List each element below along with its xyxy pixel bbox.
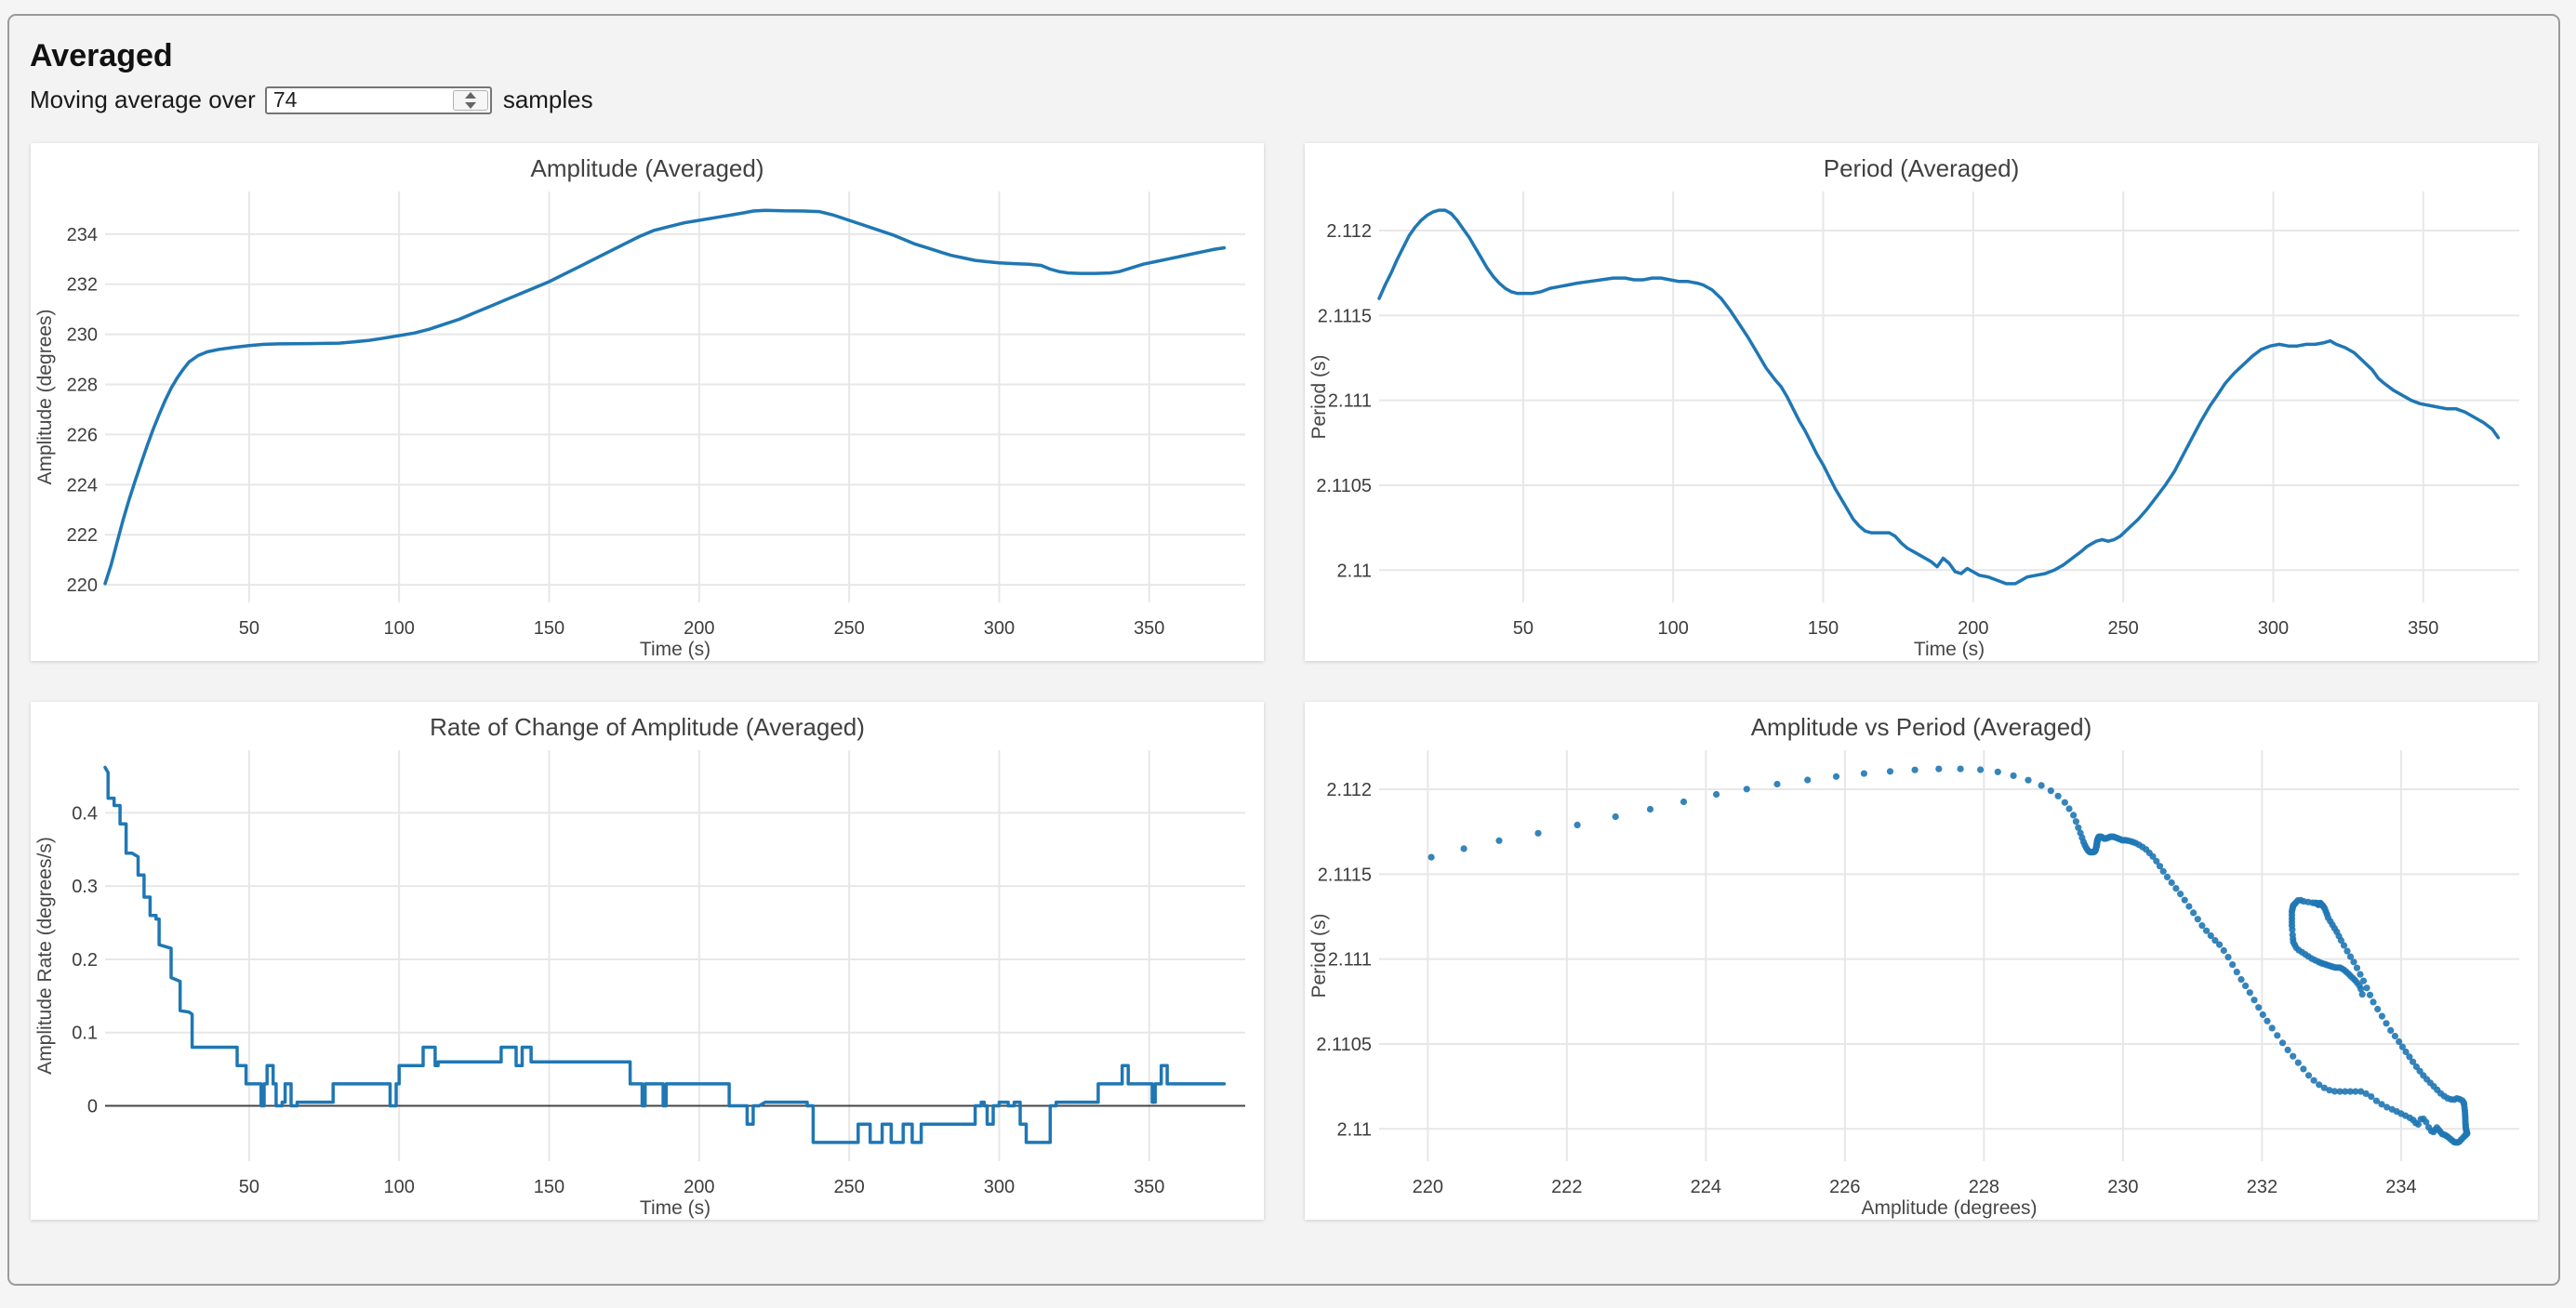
svg-text:Time (s): Time (s) [1914,639,1985,660]
svg-text:2.1115: 2.1115 [1318,865,1372,885]
svg-text:232: 232 [2247,1177,2277,1197]
page-title: Averaged [30,38,173,73]
svg-text:300: 300 [2258,618,2289,639]
svg-text:Amplitude (Averaged): Amplitude (Averaged) [531,154,764,182]
svg-text:226: 226 [1829,1177,1860,1197]
dashboard-card: Averaged Moving average over samples Amp… [7,14,2560,1286]
svg-text:222: 222 [67,525,98,546]
chevron-up-icon[interactable] [464,91,476,99]
chart-amplitude-rate-panel: Rate of Change of Amplitude (Averaged) 50… [31,702,1264,1220]
svg-text:2.11: 2.11 [1337,561,1372,581]
moving-average-label: Moving average over [30,86,256,113]
svg-text:222: 222 [1551,1177,1582,1197]
svg-text:234: 234 [2385,1177,2416,1197]
number-spinner[interactable] [452,89,488,111]
svg-text:Time (s): Time (s) [640,639,710,660]
samples-input-wrapper[interactable] [264,86,492,114]
svg-text:250: 250 [2107,618,2138,639]
chart-amplitude-panel: Amplitude (Averaged) 50 100 150 200 250 300 350… [31,143,1264,661]
svg-text:Amplitude (degrees): Amplitude (degrees) [34,309,56,484]
svg-text:2.111: 2.111 [1328,391,1372,412]
svg-text:Period (Averaged): Period (Averaged) [1824,154,2020,182]
svg-text:350: 350 [1134,618,1164,639]
svg-text:350: 350 [2408,618,2438,639]
svg-text:300: 300 [984,618,1015,639]
svg-text:Amplitude Rate (degrees/s): Amplitude Rate (degrees/s) [34,837,56,1075]
chart-period-panel: Period (Averaged) 50 100 150 200 250 300 350 2.1… [1305,143,2538,661]
svg-text:228: 228 [1969,1177,1999,1197]
svg-text:100: 100 [1657,618,1688,639]
chart-period-canvas[interactable]: Period (Averaged) 50 100 150 200 250 300 350 2.1… [1305,143,2538,661]
svg-text:220: 220 [67,575,98,596]
svg-text:150: 150 [534,618,564,639]
svg-text:Time (s): Time (s) [640,1197,710,1219]
svg-text:2.11: 2.11 [1337,1119,1372,1140]
svg-text:2.1105: 2.1105 [1316,1035,1372,1055]
svg-text:150: 150 [1808,618,1839,639]
svg-text:100: 100 [383,1177,414,1197]
svg-text:350: 350 [1134,1177,1164,1197]
svg-text:300: 300 [984,1177,1015,1197]
samples-suffix-label: samples [502,86,593,113]
svg-text:226: 226 [67,425,98,445]
svg-text:224: 224 [1691,1177,1721,1197]
svg-text:234: 234 [67,225,98,245]
svg-text:Period (s): Period (s) [1308,913,1330,998]
svg-text:200: 200 [684,618,714,639]
chart-amplitude-vs-period-panel: Amplitude vs Period (Averaged) 220 222 224 2… [1305,702,2538,1220]
svg-text:228: 228 [67,376,98,396]
svg-text:50: 50 [239,618,259,639]
svg-text:50: 50 [239,1177,259,1197]
svg-text:2.1105: 2.1105 [1316,476,1372,496]
svg-text:220: 220 [1413,1177,1443,1197]
svg-text:0.3: 0.3 [72,877,98,897]
chart-amplitude-canvas[interactable]: Amplitude (Averaged) 50 100 150 200 250 300 350… [31,143,1264,661]
svg-text:0.1: 0.1 [72,1024,98,1044]
svg-text:150: 150 [534,1177,564,1197]
svg-text:230: 230 [2107,1177,2138,1197]
svg-text:2.1115: 2.1115 [1318,306,1372,326]
svg-text:250: 250 [833,1177,864,1197]
svg-text:50: 50 [1513,618,1534,639]
svg-text:Amplitude (degrees): Amplitude (degrees) [1861,1197,2037,1219]
svg-text:250: 250 [833,618,864,639]
svg-text:2.111: 2.111 [1328,950,1372,971]
moving-average-controls: Moving average over samples [30,86,593,114]
svg-text:0: 0 [87,1097,98,1117]
svg-text:200: 200 [684,1177,714,1197]
svg-text:Rate of Change of Amplitude (A: Rate of Change of Amplitude (Averaged) [430,713,865,741]
svg-text:100: 100 [383,618,414,639]
svg-text:2.112: 2.112 [1326,221,1372,242]
chevron-down-icon[interactable] [464,101,476,109]
samples-input[interactable] [266,87,453,112]
chart-amplitude-rate-canvas[interactable]: Rate of Change of Amplitude (Averaged) 50… [31,702,1264,1220]
svg-text:2.112: 2.112 [1326,780,1372,800]
svg-text:Amplitude vs Period (Averaged): Amplitude vs Period (Averaged) [1751,713,2092,741]
svg-text:Period (s): Period (s) [1308,354,1330,439]
svg-text:230: 230 [67,325,98,346]
svg-text:232: 232 [67,275,98,296]
chart-amplitude-vs-period-canvas[interactable]: Amplitude vs Period (Averaged) 220 222 224 2… [1305,702,2538,1220]
svg-text:224: 224 [67,475,98,495]
svg-text:200: 200 [1958,618,1988,639]
svg-text:0.2: 0.2 [72,950,98,971]
svg-text:0.4: 0.4 [72,803,98,824]
